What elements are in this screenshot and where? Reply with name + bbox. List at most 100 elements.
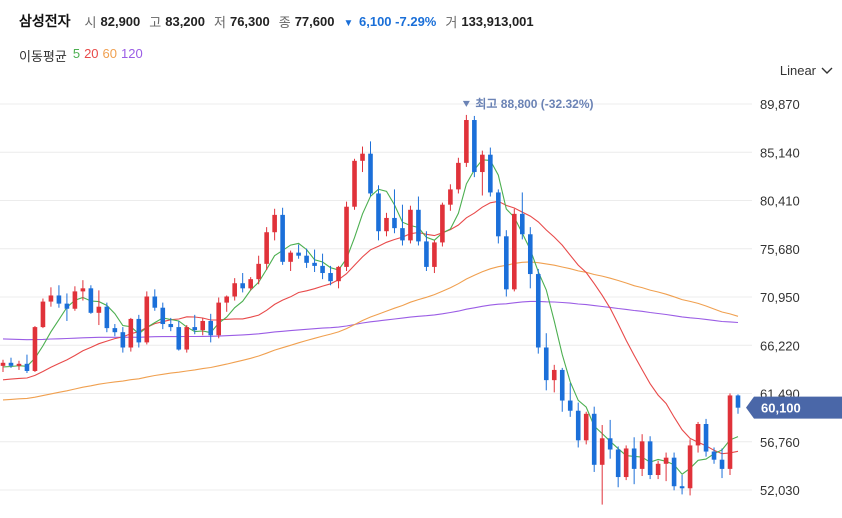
candle[interactable]: [0, 359, 6, 372]
candle[interactable]: [16, 360, 22, 370]
candle[interactable]: [631, 437, 637, 485]
ma-legend-20[interactable]: 20: [84, 46, 99, 61]
candle[interactable]: [304, 248, 309, 268]
candle[interactable]: [56, 285, 62, 308]
candle[interactable]: [615, 446, 621, 488]
candle[interactable]: [136, 314, 142, 348]
candle[interactable]: [184, 325, 190, 353]
candle[interactable]: [647, 436, 653, 480]
candle[interactable]: [328, 265, 333, 286]
candle[interactable]: [80, 280, 86, 301]
ma-legend-5[interactable]: 5: [72, 46, 81, 61]
candle[interactable]: [440, 202, 445, 247]
candle[interactable]: [703, 418, 709, 457]
candle[interactable]: [344, 201, 349, 271]
candle[interactable]: [144, 291, 150, 345]
candle[interactable]: [496, 189, 501, 244]
candle[interactable]: [408, 205, 413, 244]
candle[interactable]: [583, 411, 589, 445]
candle[interactable]: [168, 317, 174, 332]
candle[interactable]: [360, 146, 365, 173]
candle[interactable]: [40, 298, 46, 329]
candle[interactable]: [400, 204, 405, 246]
candle[interactable]: [200, 317, 206, 336]
candle[interactable]: [64, 293, 70, 321]
candle[interactable]: [336, 265, 341, 289]
candle[interactable]: [288, 250, 293, 271]
candle[interactable]: [727, 393, 733, 476]
candle[interactable]: [512, 208, 517, 292]
candle[interactable]: [663, 452, 669, 482]
candle[interactable]: [671, 452, 677, 491]
candle[interactable]: [655, 460, 661, 480]
candle[interactable]: [104, 302, 110, 333]
candle[interactable]: [280, 207, 285, 265]
candle[interactable]: [687, 439, 693, 496]
candle[interactable]: [96, 290, 102, 326]
candle-body: [400, 228, 405, 241]
candle[interactable]: [591, 406, 597, 472]
candle[interactable]: [176, 320, 182, 351]
candle[interactable]: [432, 240, 437, 274]
candle[interactable]: [224, 295, 229, 312]
candle[interactable]: [232, 278, 237, 301]
candle[interactable]: [88, 285, 94, 314]
candle[interactable]: [216, 297, 222, 339]
candle[interactable]: [543, 333, 549, 391]
candle[interactable]: [192, 314, 198, 335]
candle[interactable]: [272, 208, 277, 241]
candle[interactable]: [535, 268, 541, 354]
candle[interactable]: [320, 253, 325, 280]
candle[interactable]: [559, 367, 565, 412]
candle[interactable]: [296, 244, 301, 259]
candle[interactable]: [599, 425, 605, 505]
scale-dropdown[interactable]: Linear: [780, 63, 833, 78]
candle[interactable]: [256, 255, 261, 285]
candle[interactable]: [120, 327, 126, 353]
candle[interactable]: [575, 402, 581, 448]
candle[interactable]: [8, 357, 14, 368]
candle[interactable]: [264, 227, 269, 270]
candle[interactable]: [208, 313, 214, 343]
candle[interactable]: [448, 184, 453, 211]
ma-legend-60[interactable]: 60: [102, 46, 118, 61]
candle[interactable]: [392, 189, 397, 234]
candle[interactable]: [567, 383, 573, 417]
candle[interactable]: [464, 114, 469, 167]
candle[interactable]: [472, 115, 477, 178]
candle[interactable]: [456, 157, 461, 194]
candle[interactable]: [623, 445, 629, 481]
candle[interactable]: [384, 212, 389, 237]
candle[interactable]: [424, 231, 429, 271]
candle[interactable]: [416, 196, 421, 246]
candle[interactable]: [376, 185, 381, 241]
candle[interactable]: [72, 286, 78, 311]
candle[interactable]: [735, 394, 741, 414]
candle[interactable]: [32, 326, 38, 372]
candle[interactable]: [24, 354, 30, 373]
candle[interactable]: [248, 277, 253, 291]
candle[interactable]: [551, 364, 557, 393]
candle[interactable]: [519, 192, 525, 240]
candle[interactable]: [480, 150, 485, 196]
candle[interactable]: [504, 230, 509, 297]
candle[interactable]: [160, 302, 166, 330]
candle[interactable]: [679, 475, 685, 495]
candle[interactable]: [128, 317, 134, 352]
candle[interactable]: [240, 273, 245, 293]
candle[interactable]: [368, 141, 373, 197]
candle[interactable]: [352, 158, 357, 210]
candle[interactable]: [527, 227, 533, 289]
candle[interactable]: [695, 421, 701, 453]
candle[interactable]: [607, 419, 613, 459]
candle[interactable]: [312, 249, 317, 273]
candle[interactable]: [48, 287, 54, 307]
candle[interactable]: [711, 447, 717, 464]
ma-legend-120[interactable]: 120: [121, 46, 143, 61]
candle[interactable]: [112, 324, 118, 337]
candle[interactable]: [152, 289, 158, 311]
candle[interactable]: [488, 147, 493, 197]
candle[interactable]: [719, 448, 725, 479]
candle[interactable]: [639, 434, 645, 477]
